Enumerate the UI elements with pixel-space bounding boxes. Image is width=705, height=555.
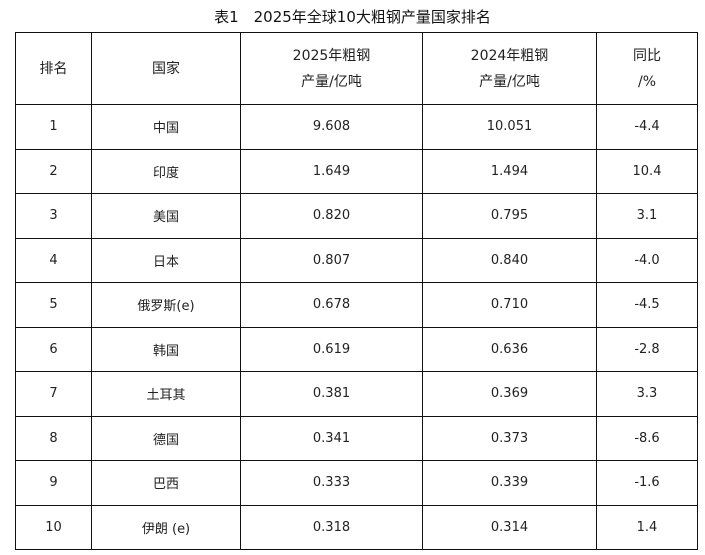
header-2025-line2: 产量/亿吨 (301, 73, 362, 90)
country-cell: 中国 (91, 104, 241, 150)
country-cell: 伊朗 (e) (91, 504, 241, 550)
table-row: 7 土耳其 0.381 0.369 3.3 (15, 371, 698, 417)
country-cell: 印度 (91, 148, 241, 194)
rank-cell: 4 (15, 237, 92, 283)
output-2024-cell: 0.840 (422, 237, 597, 283)
rank-cell: 1 (15, 104, 92, 150)
steel-ranking-table: 排名 国家 2025年粗钢 产量/亿吨 2024年粗钢 产量/亿吨 同比/% 1 中国… (15, 32, 698, 550)
header-country-label: 国家 (152, 60, 180, 77)
country-cell: 土耳其 (91, 371, 241, 417)
header-row: 排名 国家 2025年粗钢 产量/亿吨 2024年粗钢 产量/亿吨 同比/% (15, 32, 698, 105)
yoy-cell: -4.5 (596, 282, 698, 328)
output-2024-cell: 0.710 (422, 282, 597, 328)
output-2025-cell: 0.820 (240, 193, 423, 239)
output-2025-cell: 0.678 (240, 282, 423, 328)
rank-cell: 7 (15, 371, 92, 417)
rank-cell: 9 (15, 460, 92, 506)
header-rank-label: 排名 (39, 60, 68, 77)
country-cell: 日本 (91, 237, 241, 283)
output-2024-cell: 0.369 (422, 371, 597, 417)
header-yoy-line2: /% (637, 73, 657, 90)
output-2024-cell: 0.339 (422, 460, 597, 506)
output-2025-cell: 0.333 (240, 460, 423, 506)
table-row: 1 中国 9.608 10.051 -4.4 (15, 104, 698, 150)
output-2025-cell: 1.649 (240, 148, 423, 194)
output-2024-cell: 0.314 (422, 504, 597, 550)
yoy-cell: 10.4 (596, 148, 698, 194)
table-row: 2 印度 1.649 1.494 10.4 (15, 148, 698, 194)
output-2025-cell: 0.341 (240, 415, 423, 461)
header-yoy-line1: 同比 (633, 47, 661, 64)
country-cell: 巴西 (91, 460, 241, 506)
yoy-cell: -2.8 (596, 326, 698, 372)
output-2025-cell: 0.318 (240, 504, 423, 550)
header-country: 国家 (91, 32, 241, 105)
country-cell: 俄罗斯(e) (91, 282, 241, 328)
rank-cell: 10 (15, 504, 92, 550)
yoy-cell: -4.0 (596, 237, 698, 283)
rank-cell: 5 (15, 282, 92, 328)
yoy-cell: -8.6 (596, 415, 698, 461)
header-2024-line2: 产量/亿吨 (479, 73, 540, 90)
rank-cell: 2 (15, 148, 92, 194)
table-row: 6 韩国 0.619 0.636 -2.8 (15, 326, 698, 372)
yoy-cell: 3.3 (596, 371, 698, 417)
yoy-cell: -1.6 (596, 460, 698, 506)
country-cell: 美国 (91, 193, 241, 239)
table-row: 8 德国 0.341 0.373 -8.6 (15, 415, 698, 461)
rank-cell: 6 (15, 326, 92, 372)
output-2024-cell: 0.636 (422, 326, 597, 372)
output-2025-cell: 0.619 (240, 326, 423, 372)
yoy-cell: 3.1 (596, 193, 698, 239)
header-2024: 2024年粗钢 产量/亿吨 (422, 32, 597, 105)
yoy-cell: -4.4 (596, 104, 698, 150)
output-2025-cell: 0.381 (240, 371, 423, 417)
table-row: 4 日本 0.807 0.840 -4.0 (15, 237, 698, 283)
header-rank: 排名 (15, 32, 92, 105)
output-2025-cell: 9.608 (240, 104, 423, 150)
output-2024-cell: 10.051 (422, 104, 597, 150)
header-2024-line1: 2024年粗钢 (470, 47, 549, 64)
output-2025-cell: 0.807 (240, 237, 423, 283)
output-2024-cell: 0.373 (422, 415, 597, 461)
country-cell: 德国 (91, 415, 241, 461)
table-title: 表1 2025年全球10大粗钢产量国家排名 (214, 8, 491, 26)
country-cell: 韩国 (91, 326, 241, 372)
rank-cell: 3 (15, 193, 92, 239)
output-2024-cell: 1.494 (422, 148, 597, 194)
table-row: 10 伊朗 (e) 0.318 0.314 1.4 (15, 504, 698, 550)
yoy-cell: 1.4 (596, 504, 698, 550)
header-2025: 2025年粗钢 产量/亿吨 (240, 32, 423, 105)
header-yoy: 同比 /% (596, 32, 698, 105)
rank-cell: 8 (15, 415, 92, 461)
table-row: 9 巴西 0.333 0.339 -1.6 (15, 460, 698, 506)
table-row: 3 美国 0.820 0.795 3.1 (15, 193, 698, 239)
output-2024-cell: 0.795 (422, 193, 597, 239)
header-2025-line1: 2025年粗钢 (292, 47, 371, 64)
table-row: 5 俄罗斯(e) 0.678 0.710 -4.5 (15, 282, 698, 328)
